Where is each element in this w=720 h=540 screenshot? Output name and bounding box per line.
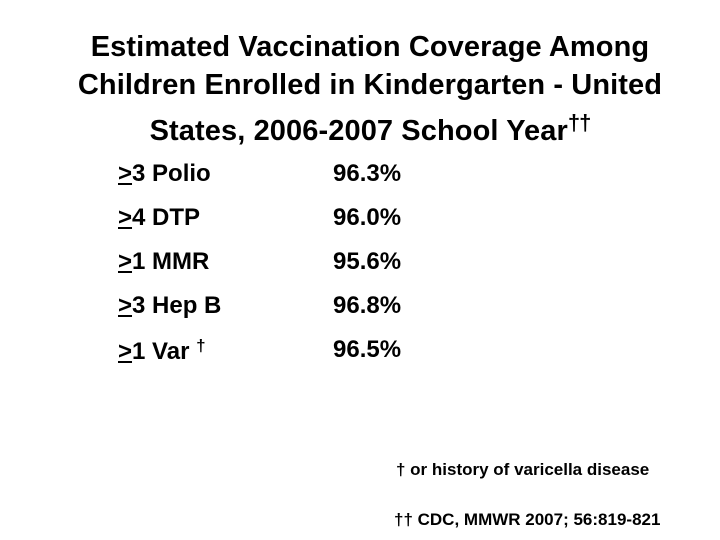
coverage-value: 95.6% <box>333 248 402 275</box>
vaccine-label: 3 Polio <box>132 160 211 187</box>
vaccine-label: 4 DTP <box>132 204 201 231</box>
title-line-3: States, 2006-2007 School Year†† <box>20 104 720 150</box>
slide-title: Estimated Vaccination Coverage Among Chi… <box>20 28 720 150</box>
coverage-row-dtp: >4 DTP 96.0% <box>118 204 458 248</box>
coverage-value: 96.5% <box>333 336 402 363</box>
footnote-source: †† CDC, MMWR 2007; 56:819-821 <box>394 510 661 529</box>
row-label: >4 DTP <box>118 204 200 232</box>
vaccine-label: 1 Var <box>132 338 197 365</box>
row-label: >3 Hep B <box>118 292 221 320</box>
vaccine-label: 1 MMR <box>132 248 210 275</box>
row-label: >1 Var † <box>118 336 206 366</box>
coverage-value: 96.0% <box>333 204 402 231</box>
coverage-row-mmr: >1 MMR 95.6% <box>118 248 458 292</box>
ge-symbol: > <box>118 338 133 365</box>
title-line-3-text: States, 2006-2007 School Year <box>149 115 568 147</box>
row-label: >3 Polio <box>118 160 211 188</box>
vaccine-label: 3 Hep B <box>132 292 222 319</box>
footnote-varicella: † or history of varicella disease <box>396 460 650 479</box>
ge-symbol: > <box>118 248 133 275</box>
row-label: >1 MMR <box>118 248 209 276</box>
title-double-dagger: †† <box>567 110 592 135</box>
title-line-1: Estimated Vaccination Coverage Among <box>90 31 650 63</box>
coverage-row-hepb: >3 Hep B 96.8% <box>118 292 458 336</box>
coverage-row-polio: >3 Polio 96.3% <box>118 160 458 204</box>
ge-symbol: > <box>118 160 133 187</box>
coverage-value: 96.8% <box>333 292 402 319</box>
coverage-table: >3 Polio 96.3% >4 DTP 96.0% >1 MMR 95.6%… <box>118 160 458 380</box>
coverage-value: 96.3% <box>333 160 402 187</box>
title-line-2: Children Enrolled in Kindergarten - Unit… <box>77 69 663 101</box>
coverage-row-var: >1 Var † 96.5% <box>118 336 458 380</box>
dagger-mark: † <box>196 336 206 355</box>
ge-symbol: > <box>118 204 133 231</box>
ge-symbol: > <box>118 292 133 319</box>
